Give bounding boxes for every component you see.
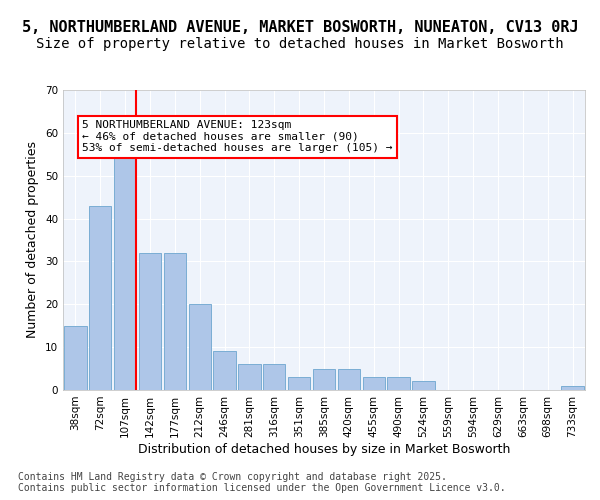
Text: Contains HM Land Registry data © Crown copyright and database right 2025.
Contai: Contains HM Land Registry data © Crown c… — [18, 472, 506, 494]
Bar — [288, 377, 310, 390]
Text: Size of property relative to detached houses in Market Bosworth: Size of property relative to detached ho… — [36, 37, 564, 51]
Bar — [263, 364, 286, 390]
Bar — [388, 377, 410, 390]
Bar — [64, 326, 86, 390]
Bar — [362, 377, 385, 390]
Y-axis label: Number of detached properties: Number of detached properties — [26, 142, 40, 338]
Bar — [313, 368, 335, 390]
Bar — [238, 364, 260, 390]
Bar — [164, 253, 186, 390]
Text: 5 NORTHUMBERLAND AVENUE: 123sqm
← 46% of detached houses are smaller (90)
53% of: 5 NORTHUMBERLAND AVENUE: 123sqm ← 46% of… — [82, 120, 393, 153]
Bar — [214, 352, 236, 390]
Text: 5, NORTHUMBERLAND AVENUE, MARKET BOSWORTH, NUNEATON, CV13 0RJ: 5, NORTHUMBERLAND AVENUE, MARKET BOSWORT… — [22, 20, 578, 35]
X-axis label: Distribution of detached houses by size in Market Bosworth: Distribution of detached houses by size … — [138, 442, 510, 456]
Bar — [562, 386, 584, 390]
Bar — [412, 382, 434, 390]
Bar — [114, 142, 136, 390]
Bar — [188, 304, 211, 390]
Bar — [139, 253, 161, 390]
Bar — [338, 368, 360, 390]
Bar — [89, 206, 112, 390]
